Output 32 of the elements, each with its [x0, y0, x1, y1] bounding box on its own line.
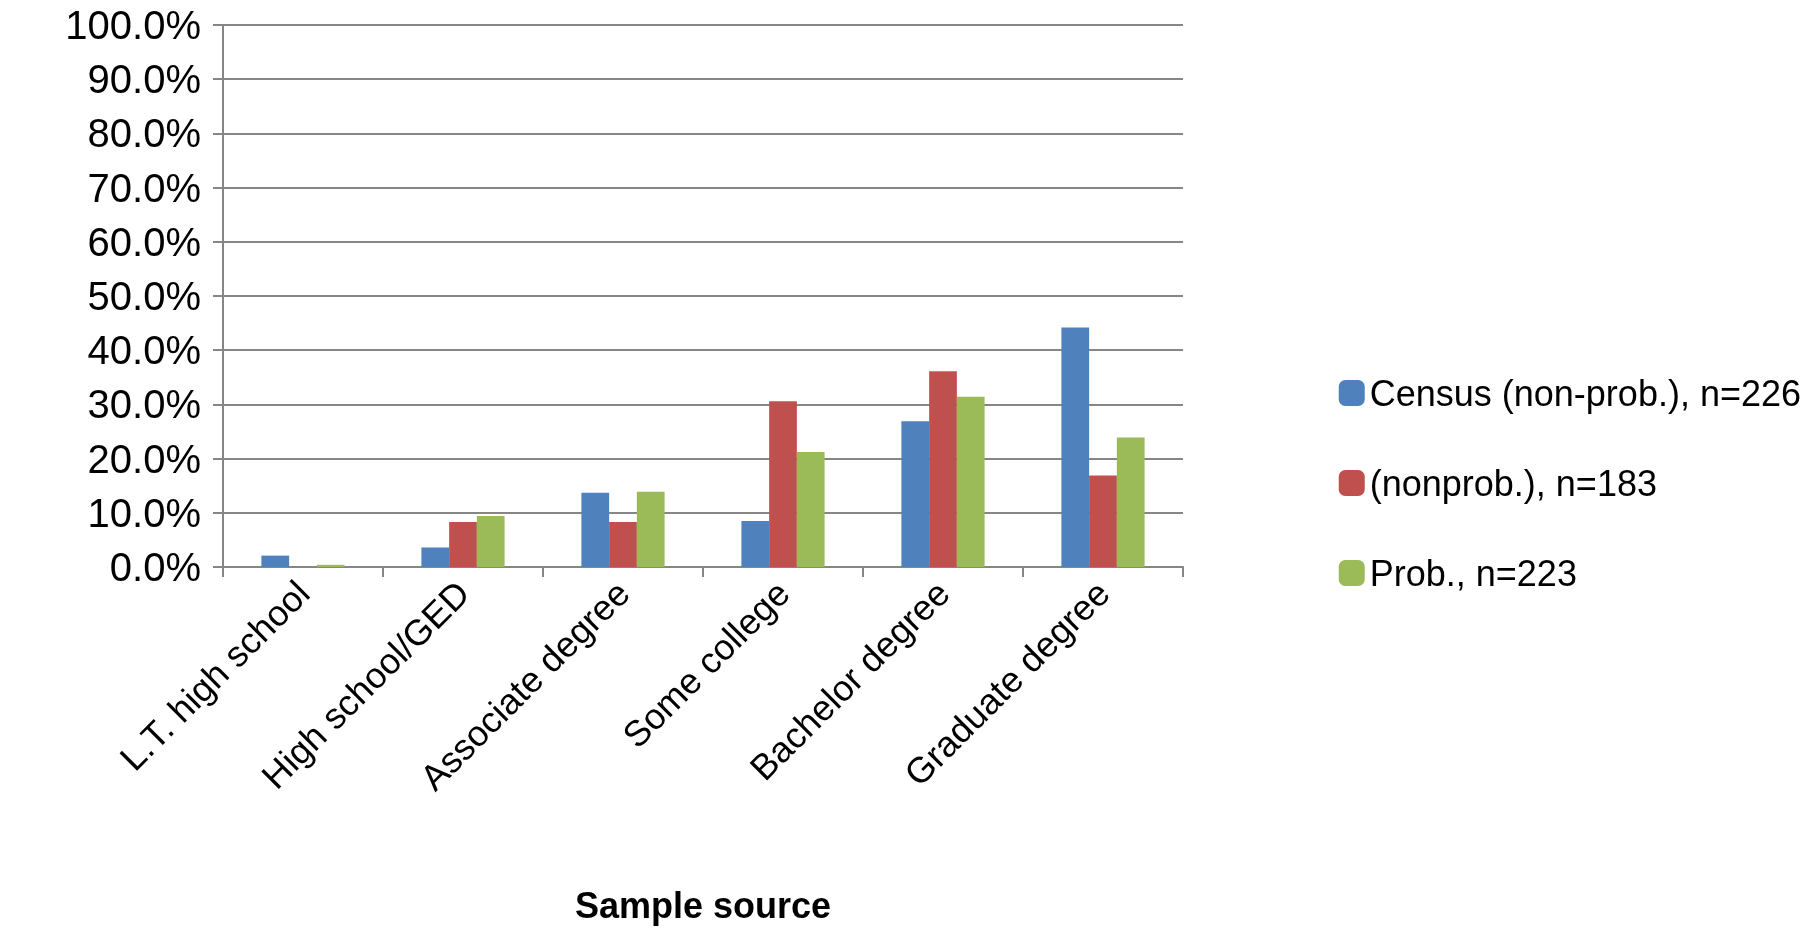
y-tick-label: 80.0% — [87, 111, 201, 156]
bar — [956, 396, 985, 567]
y-tick-label: 0.0% — [109, 545, 201, 589]
bar — [421, 547, 450, 567]
bar — [901, 421, 930, 567]
y-tick-label: 30.0% — [87, 382, 201, 427]
bar — [1089, 475, 1117, 567]
bar — [316, 564, 345, 567]
bar — [581, 492, 610, 567]
bar — [929, 371, 957, 567]
y-tick-label: 10.0% — [87, 490, 201, 535]
bar — [796, 452, 825, 567]
bar — [1116, 437, 1145, 567]
legend-label: (nonprob.), n=183 — [1369, 462, 1657, 504]
legend-label: Prob., n=223 — [1369, 552, 1577, 594]
bar — [449, 522, 477, 567]
y-tick-label: 100.0% — [65, 3, 201, 47]
bar — [741, 520, 770, 567]
bar — [476, 516, 505, 567]
bar — [261, 555, 290, 567]
y-tick-label: 40.0% — [87, 328, 201, 373]
legend-label: Census (non-prob.), n=226 — [1369, 372, 1801, 414]
bar — [636, 491, 665, 567]
y-tick-label: 90.0% — [87, 57, 201, 102]
y-tick-label: 50.0% — [87, 274, 201, 318]
y-tick-label: 60.0% — [87, 219, 201, 264]
bar — [1061, 327, 1090, 567]
y-tick-label: 70.0% — [87, 165, 201, 210]
x-axis-title: Sample source — [574, 884, 832, 926]
bar — [769, 401, 797, 567]
bar — [609, 522, 637, 567]
y-tick-label: 20.0% — [87, 436, 201, 481]
